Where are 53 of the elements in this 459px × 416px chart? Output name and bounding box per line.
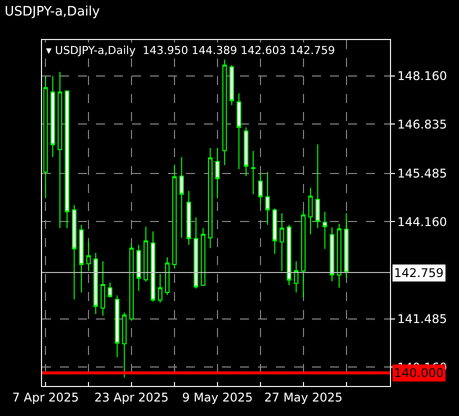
candlestick bbox=[294, 260, 298, 293]
candlestick bbox=[265, 172, 270, 226]
candlestick bbox=[330, 226, 334, 282]
candlestick bbox=[150, 230, 156, 302]
candlestick bbox=[64, 90, 70, 229]
candlestick bbox=[144, 226, 148, 282]
candlestick bbox=[344, 212, 349, 279]
candlestick bbox=[122, 312, 127, 378]
candlestick bbox=[215, 148, 220, 199]
candlestick bbox=[336, 223, 342, 288]
x-tick-label: 9 May 2025 bbox=[182, 390, 253, 404]
candlestick bbox=[258, 173, 263, 205]
y-tick-label: 141.485 bbox=[397, 312, 448, 326]
candlestick bbox=[315, 144, 320, 229]
candlestick bbox=[301, 210, 306, 298]
candlestick bbox=[129, 242, 134, 322]
candlestick bbox=[50, 76, 55, 158]
candlestick bbox=[208, 148, 213, 249]
chart-title: USDJPY-a,Daily bbox=[4, 4, 100, 20]
candlestick bbox=[72, 204, 76, 300]
ref-line-label: 142.759 bbox=[394, 266, 444, 280]
y-tick-label: 144.160 bbox=[397, 214, 448, 229]
candlestick bbox=[93, 252, 98, 314]
candlestick bbox=[272, 208, 277, 254]
x-tick-label: 27 May 2025 bbox=[264, 390, 342, 404]
candlestick bbox=[322, 211, 328, 250]
y-tick-label: 148.160 bbox=[397, 69, 448, 84]
candlestick bbox=[286, 224, 292, 286]
candlestick bbox=[100, 260, 106, 316]
candlestick bbox=[158, 273, 162, 304]
candlestick bbox=[58, 72, 62, 229]
candlestick bbox=[280, 212, 284, 272]
y-tick-label: 145.485 bbox=[397, 166, 448, 181]
candlestick bbox=[194, 217, 198, 289]
candlestick bbox=[108, 282, 112, 298]
candlestick bbox=[250, 150, 256, 195]
candlestick bbox=[179, 156, 184, 238]
candlestick bbox=[186, 190, 192, 246]
candlestick bbox=[230, 64, 234, 106]
candlestick bbox=[244, 126, 248, 177]
candlestick bbox=[200, 228, 206, 286]
candlestick bbox=[79, 224, 84, 293]
candlestick bbox=[86, 241, 91, 272]
chart-subtitle: ▾ USDJPY-a,Daily 143.950 144.389 142.603 142.759 bbox=[46, 44, 336, 57]
y-tick-label: 146.835 bbox=[397, 117, 448, 132]
candlestick bbox=[114, 294, 120, 358]
candlestick bbox=[308, 187, 313, 235]
candlestick bbox=[236, 92, 242, 170]
candlestick bbox=[165, 256, 170, 296]
candlestick bbox=[136, 244, 141, 292]
candlestick bbox=[172, 164, 177, 269]
x-tick-label: 7 Apr 2025 bbox=[12, 390, 79, 404]
x-tick-label: 23 Apr 2025 bbox=[94, 390, 169, 404]
